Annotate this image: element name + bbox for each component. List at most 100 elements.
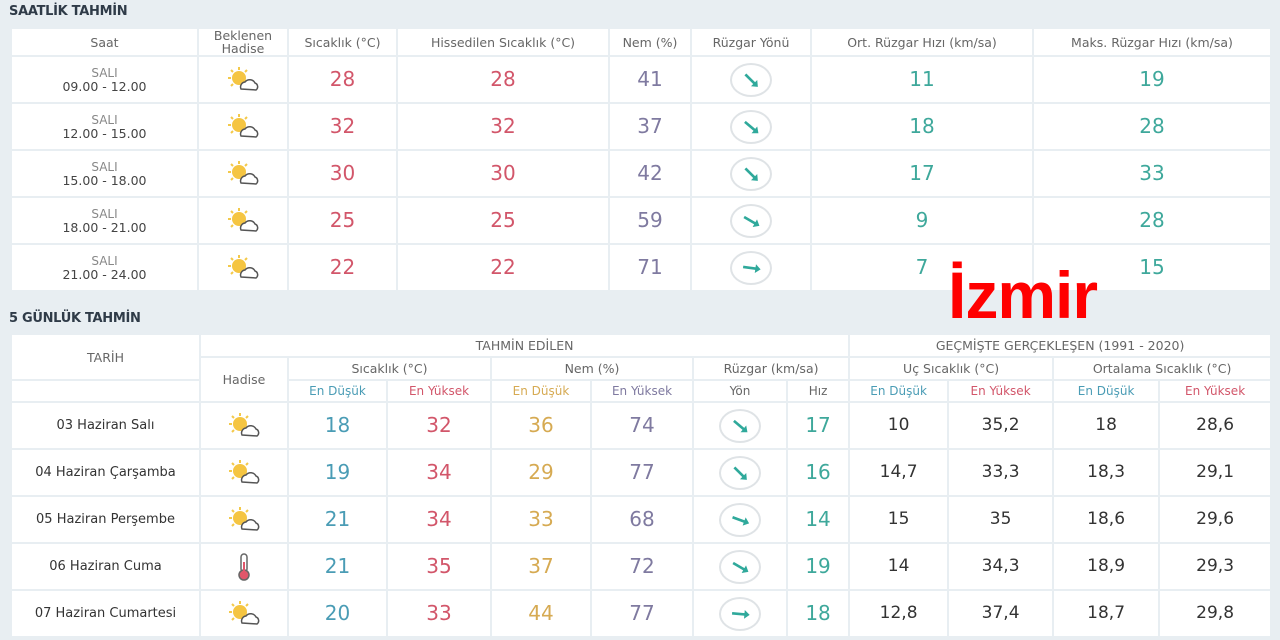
humidity: 37 <box>608 102 692 151</box>
daily-forecast-table: TARİH TAHMİN EDİLEN GEÇMİŞTE GERÇEKLEŞEN… <box>10 333 1273 638</box>
wind-avg: 11 <box>810 55 1034 104</box>
header-hum-high: En Yüksek <box>590 379 694 403</box>
time-range: 18.00 - 21.00 <box>62 219 147 235</box>
humidity: 42 <box>608 149 692 198</box>
feels-like: 25 <box>396 196 610 245</box>
date: 04 Haziran Çarşamba <box>10 448 201 497</box>
table-row: 06 Haziran Cuma 21 35 37 72 19 14 34,3 18,9 29,3 <box>10 542 1273 591</box>
header-ext-low: En Düşük <box>848 379 950 403</box>
header-avg-high: En Yüksek <box>1158 379 1273 403</box>
extreme-low: 15 <box>848 495 950 544</box>
table-row: SALI 09.00 - 12.00 28 28 41 11 19 <box>10 55 1272 104</box>
header-extreme-temp: Uç Sıcaklık (°C) <box>848 356 1055 381</box>
hourly-header-4: Nem (%) <box>608 27 692 57</box>
wind-speed: 19 <box>785 542 851 591</box>
humidity-high: 74 <box>590 401 694 450</box>
extreme-low: 14,7 <box>848 448 950 497</box>
humidity-high: 77 <box>590 589 694 638</box>
wind-speed: 18 <box>785 589 851 638</box>
humidity-low: 37 <box>490 542 592 591</box>
wind-speed: 17 <box>785 401 851 450</box>
partly-cloudy-icon <box>197 196 289 245</box>
header-hum-low: En Düşük <box>490 379 592 403</box>
wind-speed: 16 <box>785 448 851 497</box>
avg-low: 18,7 <box>1052 589 1161 638</box>
time-range: 09.00 - 12.00 <box>62 78 147 94</box>
avg-low: 18,9 <box>1052 542 1161 591</box>
avg-high: 28,6 <box>1158 401 1273 450</box>
table-row: SALI 12.00 - 15.00 32 32 37 18 28 <box>10 102 1272 151</box>
header-past: GEÇMİŞTE GERÇEKLEŞEN (1991 - 2020) <box>848 333 1273 358</box>
wind-direction-icon <box>692 401 788 450</box>
day-label: SALI <box>91 159 118 174</box>
temp-high: 34 <box>386 495 492 544</box>
wind-direction-icon <box>690 196 812 245</box>
day-label: SALI <box>91 206 118 221</box>
avg-low: 18,3 <box>1052 448 1161 497</box>
wind-avg: 9 <box>810 196 1034 245</box>
wind-max: 15 <box>1032 243 1272 292</box>
temp-low: 19 <box>287 448 388 497</box>
humidity: 59 <box>608 196 692 245</box>
partly-cloudy-icon <box>197 149 289 198</box>
date: 05 Haziran Perşembe <box>10 495 201 544</box>
header-avg-temp: Ortalama Sıcaklık (°C) <box>1052 356 1273 381</box>
temperature: 28 <box>287 55 398 104</box>
hourly-header-2: Sıcaklık (°C) <box>287 27 398 57</box>
header-temp: Sıcaklık (°C) <box>287 356 492 381</box>
feels-like: 28 <box>396 55 610 104</box>
wind-direction-icon <box>692 448 788 497</box>
header-wind: Rüzgar (km/sa) <box>691 356 851 381</box>
date: 07 Haziran Cumartesi <box>10 589 201 638</box>
humidity-low: 36 <box>490 401 592 450</box>
hourly-header-5: Rüzgar Yönü <box>690 27 812 57</box>
wind-direction-icon <box>690 243 812 292</box>
partly-cloudy-icon <box>199 448 289 497</box>
wind-max: 28 <box>1032 102 1272 151</box>
partly-cloudy-icon <box>197 243 289 292</box>
hourly-header-0: Saat <box>10 27 199 57</box>
table-row: 07 Haziran Cumartesi 20 33 44 77 18 12,8 37,4 18… <box>10 589 1273 638</box>
avg-high: 29,1 <box>1158 448 1273 497</box>
header-ext-high: En Yüksek <box>947 379 1055 403</box>
avg-high: 29,6 <box>1158 495 1273 544</box>
table-row: SALI 15.00 - 18.00 30 30 42 17 33 <box>10 149 1272 198</box>
temp-high: 34 <box>386 448 492 497</box>
partly-cloudy-icon <box>197 55 289 104</box>
header-wind-dir: Yön <box>692 379 788 403</box>
header-date: TARİH <box>10 333 201 381</box>
wind-avg: 17 <box>810 149 1034 198</box>
humidity: 71 <box>608 243 692 292</box>
extreme-low: 14 <box>848 542 950 591</box>
extreme-low: 10 <box>848 401 950 450</box>
temp-high: 33 <box>386 589 492 638</box>
wind-max: 28 <box>1032 196 1272 245</box>
avg-low: 18 <box>1052 401 1161 450</box>
table-row: 05 Haziran Perşembe 21 34 33 68 14 15 35 18,6 29,… <box>10 495 1273 544</box>
wind-direction-icon <box>692 542 788 591</box>
temperature: 32 <box>287 102 398 151</box>
humidity: 41 <box>608 55 692 104</box>
wind-avg: 7 <box>810 243 1034 292</box>
day-label: SALI <box>91 253 118 268</box>
table-row: SALI 21.00 - 24.00 22 22 71 7 15 <box>10 243 1272 292</box>
wind-max: 19 <box>1032 55 1272 104</box>
partly-cloudy-icon <box>199 401 289 450</box>
wind-avg: 18 <box>810 102 1034 151</box>
extreme-high: 35,2 <box>947 401 1055 450</box>
humidity-low: 29 <box>490 448 592 497</box>
extreme-low: 12,8 <box>848 589 950 638</box>
temp-high: 35 <box>386 542 492 591</box>
feels-like: 32 <box>396 102 610 151</box>
temperature: 30 <box>287 149 398 198</box>
partly-cloudy-icon <box>199 589 289 638</box>
time-cell: SALI 18.00 - 21.00 <box>10 196 199 245</box>
time-cell: SALI 21.00 - 24.00 <box>10 243 199 292</box>
avg-low: 18,6 <box>1052 495 1161 544</box>
wind-direction-icon <box>690 55 812 104</box>
time-cell: SALI 15.00 - 18.00 <box>10 149 199 198</box>
humidity-high: 68 <box>590 495 694 544</box>
temp-low: 20 <box>287 589 388 638</box>
temp-high: 32 <box>386 401 492 450</box>
humidity-high: 72 <box>590 542 694 591</box>
